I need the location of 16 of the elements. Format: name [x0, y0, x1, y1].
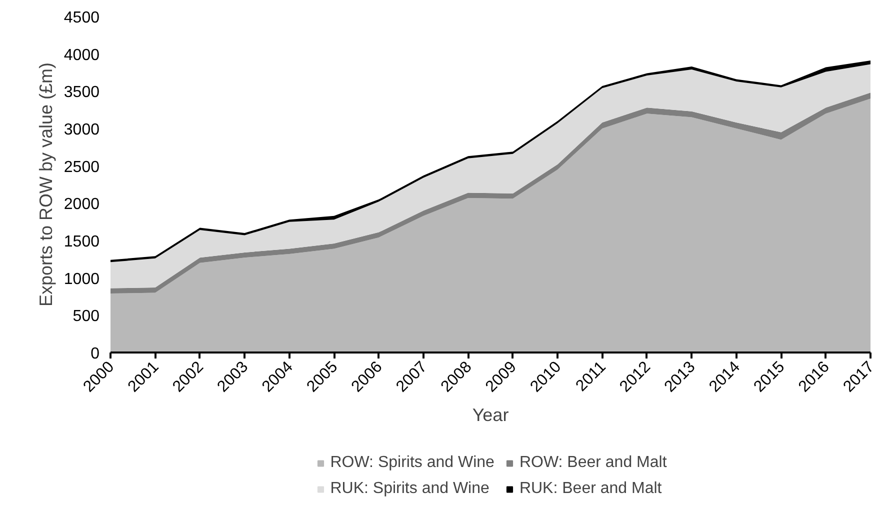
x-axis-title: Year	[472, 405, 509, 426]
y-tick-label: 0	[90, 346, 100, 362]
legend-label: RUK: Spirits and Wine	[330, 480, 490, 498]
y-tick-label: 2500	[64, 158, 100, 176]
y-tick-label: 3500	[64, 84, 100, 102]
y-tick-label: 2000	[64, 196, 100, 214]
y-tick-label: 4500	[64, 10, 100, 26]
legend-label: ROW: Spirits and Wine	[330, 454, 494, 472]
y-tick-label: 1000	[64, 270, 100, 288]
y-tick-label: 3000	[64, 122, 100, 138]
y-tick-label: 4000	[64, 46, 100, 64]
legend-label: ROW: Beer and Malt	[519, 454, 667, 472]
legend-label: RUK: Beer and Malt	[519, 480, 662, 498]
y-axis-title: Exports to ROW by value (£m)	[36, 62, 56, 307]
y-tick-label: 1500	[64, 234, 100, 250]
y-tick-label: 500	[72, 308, 100, 326]
